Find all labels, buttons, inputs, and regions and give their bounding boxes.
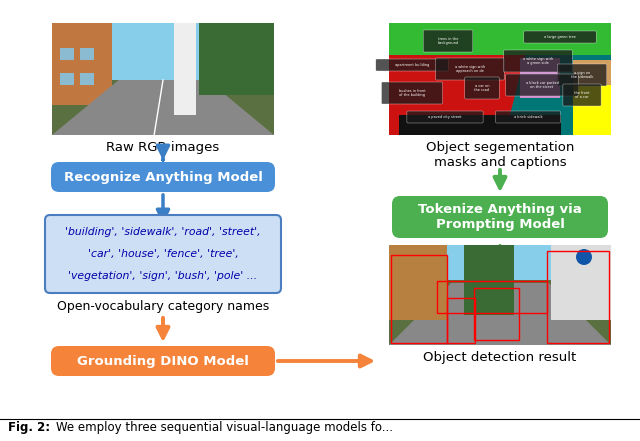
Bar <box>52 23 274 135</box>
Polygon shape <box>52 80 274 135</box>
FancyBboxPatch shape <box>51 162 275 192</box>
Circle shape <box>576 249 592 265</box>
Text: a large green tree: a large green tree <box>544 35 576 39</box>
Text: a white sign with
a green side: a white sign with a green side <box>523 57 553 65</box>
Bar <box>389 23 611 135</box>
FancyBboxPatch shape <box>407 111 483 123</box>
Bar <box>60 48 74 60</box>
Bar <box>573 85 611 135</box>
Polygon shape <box>505 55 611 135</box>
Bar <box>389 245 611 280</box>
Text: Open-vocabulary category names: Open-vocabulary category names <box>57 300 269 313</box>
Text: Raw RGB images: Raw RGB images <box>106 141 220 154</box>
Text: a sign on
the sidewalk: a sign on the sidewalk <box>571 71 593 79</box>
Text: 'vegetation', 'sign', 'bush', 'pole' ...: 'vegetation', 'sign', 'bush', 'pole' ... <box>68 271 258 281</box>
Bar <box>389 23 611 55</box>
Text: a car on
the road: a car on the road <box>474 84 490 92</box>
Bar <box>60 73 74 85</box>
FancyBboxPatch shape <box>504 50 572 72</box>
Bar <box>389 245 611 345</box>
Bar <box>391 255 447 343</box>
Bar <box>174 23 196 115</box>
Bar <box>547 251 609 343</box>
Text: trees in the
background: trees in the background <box>437 37 459 45</box>
Text: 'building', 'sidewalk', 'road', 'street',: 'building', 'sidewalk', 'road', 'street'… <box>65 227 261 237</box>
Bar <box>437 281 547 313</box>
Bar <box>399 115 561 135</box>
FancyBboxPatch shape <box>557 64 607 86</box>
Bar <box>551 245 611 320</box>
Text: a white sign with
approach on de: a white sign with approach on de <box>455 65 485 73</box>
FancyBboxPatch shape <box>376 59 448 71</box>
Bar <box>52 23 112 105</box>
FancyBboxPatch shape <box>51 346 275 376</box>
Bar <box>520 58 560 98</box>
Bar <box>80 48 94 60</box>
Text: apartment building: apartment building <box>395 63 429 67</box>
FancyBboxPatch shape <box>524 31 596 43</box>
FancyBboxPatch shape <box>392 196 608 238</box>
Text: Recognize Anything Model: Recognize Anything Model <box>63 171 262 183</box>
Bar <box>389 245 447 320</box>
FancyBboxPatch shape <box>45 215 281 293</box>
Text: We employ three sequential visual-language models fo...: We employ three sequential visual-langua… <box>56 421 393 434</box>
FancyBboxPatch shape <box>465 77 499 99</box>
Text: a black car parked
on the street: a black car parked on the street <box>525 81 559 89</box>
Bar <box>447 298 475 343</box>
Polygon shape <box>389 283 611 345</box>
Bar <box>464 245 514 315</box>
Text: a brick sidewalk: a brick sidewalk <box>514 115 542 119</box>
Text: a paved city street: a paved city street <box>428 115 461 119</box>
Bar <box>474 288 519 340</box>
Bar <box>52 23 274 80</box>
Text: 'car', 'house', 'fence', 'tree',: 'car', 'house', 'fence', 'tree', <box>88 249 239 259</box>
Text: Grounding DINO Model: Grounding DINO Model <box>77 355 249 367</box>
FancyBboxPatch shape <box>563 84 601 106</box>
FancyBboxPatch shape <box>423 30 473 52</box>
Text: Fig. 2:: Fig. 2: <box>8 421 50 434</box>
FancyBboxPatch shape <box>495 111 561 123</box>
Text: the front
of a car: the front of a car <box>574 91 590 99</box>
FancyBboxPatch shape <box>436 58 504 80</box>
FancyBboxPatch shape <box>506 74 578 96</box>
Bar <box>199 23 274 95</box>
Text: Object detection result: Object detection result <box>424 351 577 364</box>
FancyBboxPatch shape <box>381 82 442 104</box>
Text: bushes in front
of the building: bushes in front of the building <box>399 89 426 97</box>
Text: Object segementation
masks and captions: Object segementation masks and captions <box>426 141 574 169</box>
Text: Tokenize Anything via
Prompting Model: Tokenize Anything via Prompting Model <box>418 203 582 231</box>
Bar <box>573 60 611 85</box>
Bar <box>80 73 94 85</box>
